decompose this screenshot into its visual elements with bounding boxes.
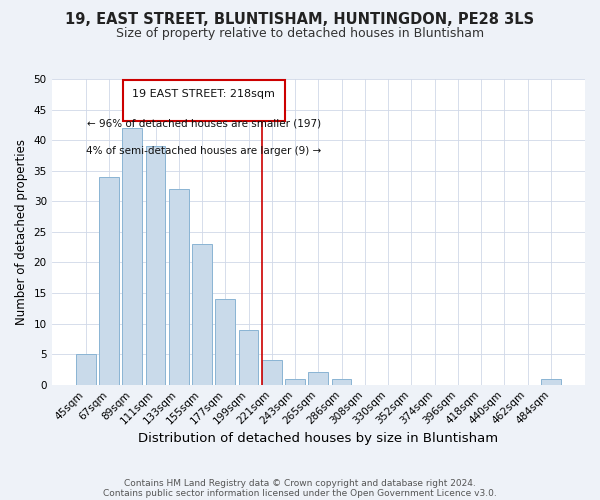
Text: 19 EAST STREET: 218sqm: 19 EAST STREET: 218sqm: [133, 90, 275, 100]
Text: ← 96% of detached houses are smaller (197): ← 96% of detached houses are smaller (19…: [87, 118, 321, 128]
Bar: [215, 299, 235, 384]
Bar: [99, 177, 119, 384]
Bar: [122, 128, 142, 384]
Bar: [76, 354, 95, 384]
Bar: [239, 330, 259, 384]
Text: Size of property relative to detached houses in Bluntisham: Size of property relative to detached ho…: [116, 28, 484, 40]
Bar: [192, 244, 212, 384]
Bar: [285, 378, 305, 384]
Bar: [146, 146, 166, 384]
Text: 4% of semi-detached houses are larger (9) →: 4% of semi-detached houses are larger (9…: [86, 146, 322, 156]
Bar: [308, 372, 328, 384]
Text: Contains HM Land Registry data © Crown copyright and database right 2024.: Contains HM Land Registry data © Crown c…: [124, 478, 476, 488]
Y-axis label: Number of detached properties: Number of detached properties: [15, 139, 28, 325]
Bar: [169, 189, 188, 384]
Bar: [332, 378, 352, 384]
Text: 19, EAST STREET, BLUNTISHAM, HUNTINGDON, PE28 3LS: 19, EAST STREET, BLUNTISHAM, HUNTINGDON,…: [65, 12, 535, 28]
Text: Contains public sector information licensed under the Open Government Licence v3: Contains public sector information licen…: [103, 488, 497, 498]
X-axis label: Distribution of detached houses by size in Bluntisham: Distribution of detached houses by size …: [138, 432, 499, 445]
Bar: [262, 360, 282, 384]
FancyBboxPatch shape: [123, 80, 284, 120]
Bar: [541, 378, 561, 384]
